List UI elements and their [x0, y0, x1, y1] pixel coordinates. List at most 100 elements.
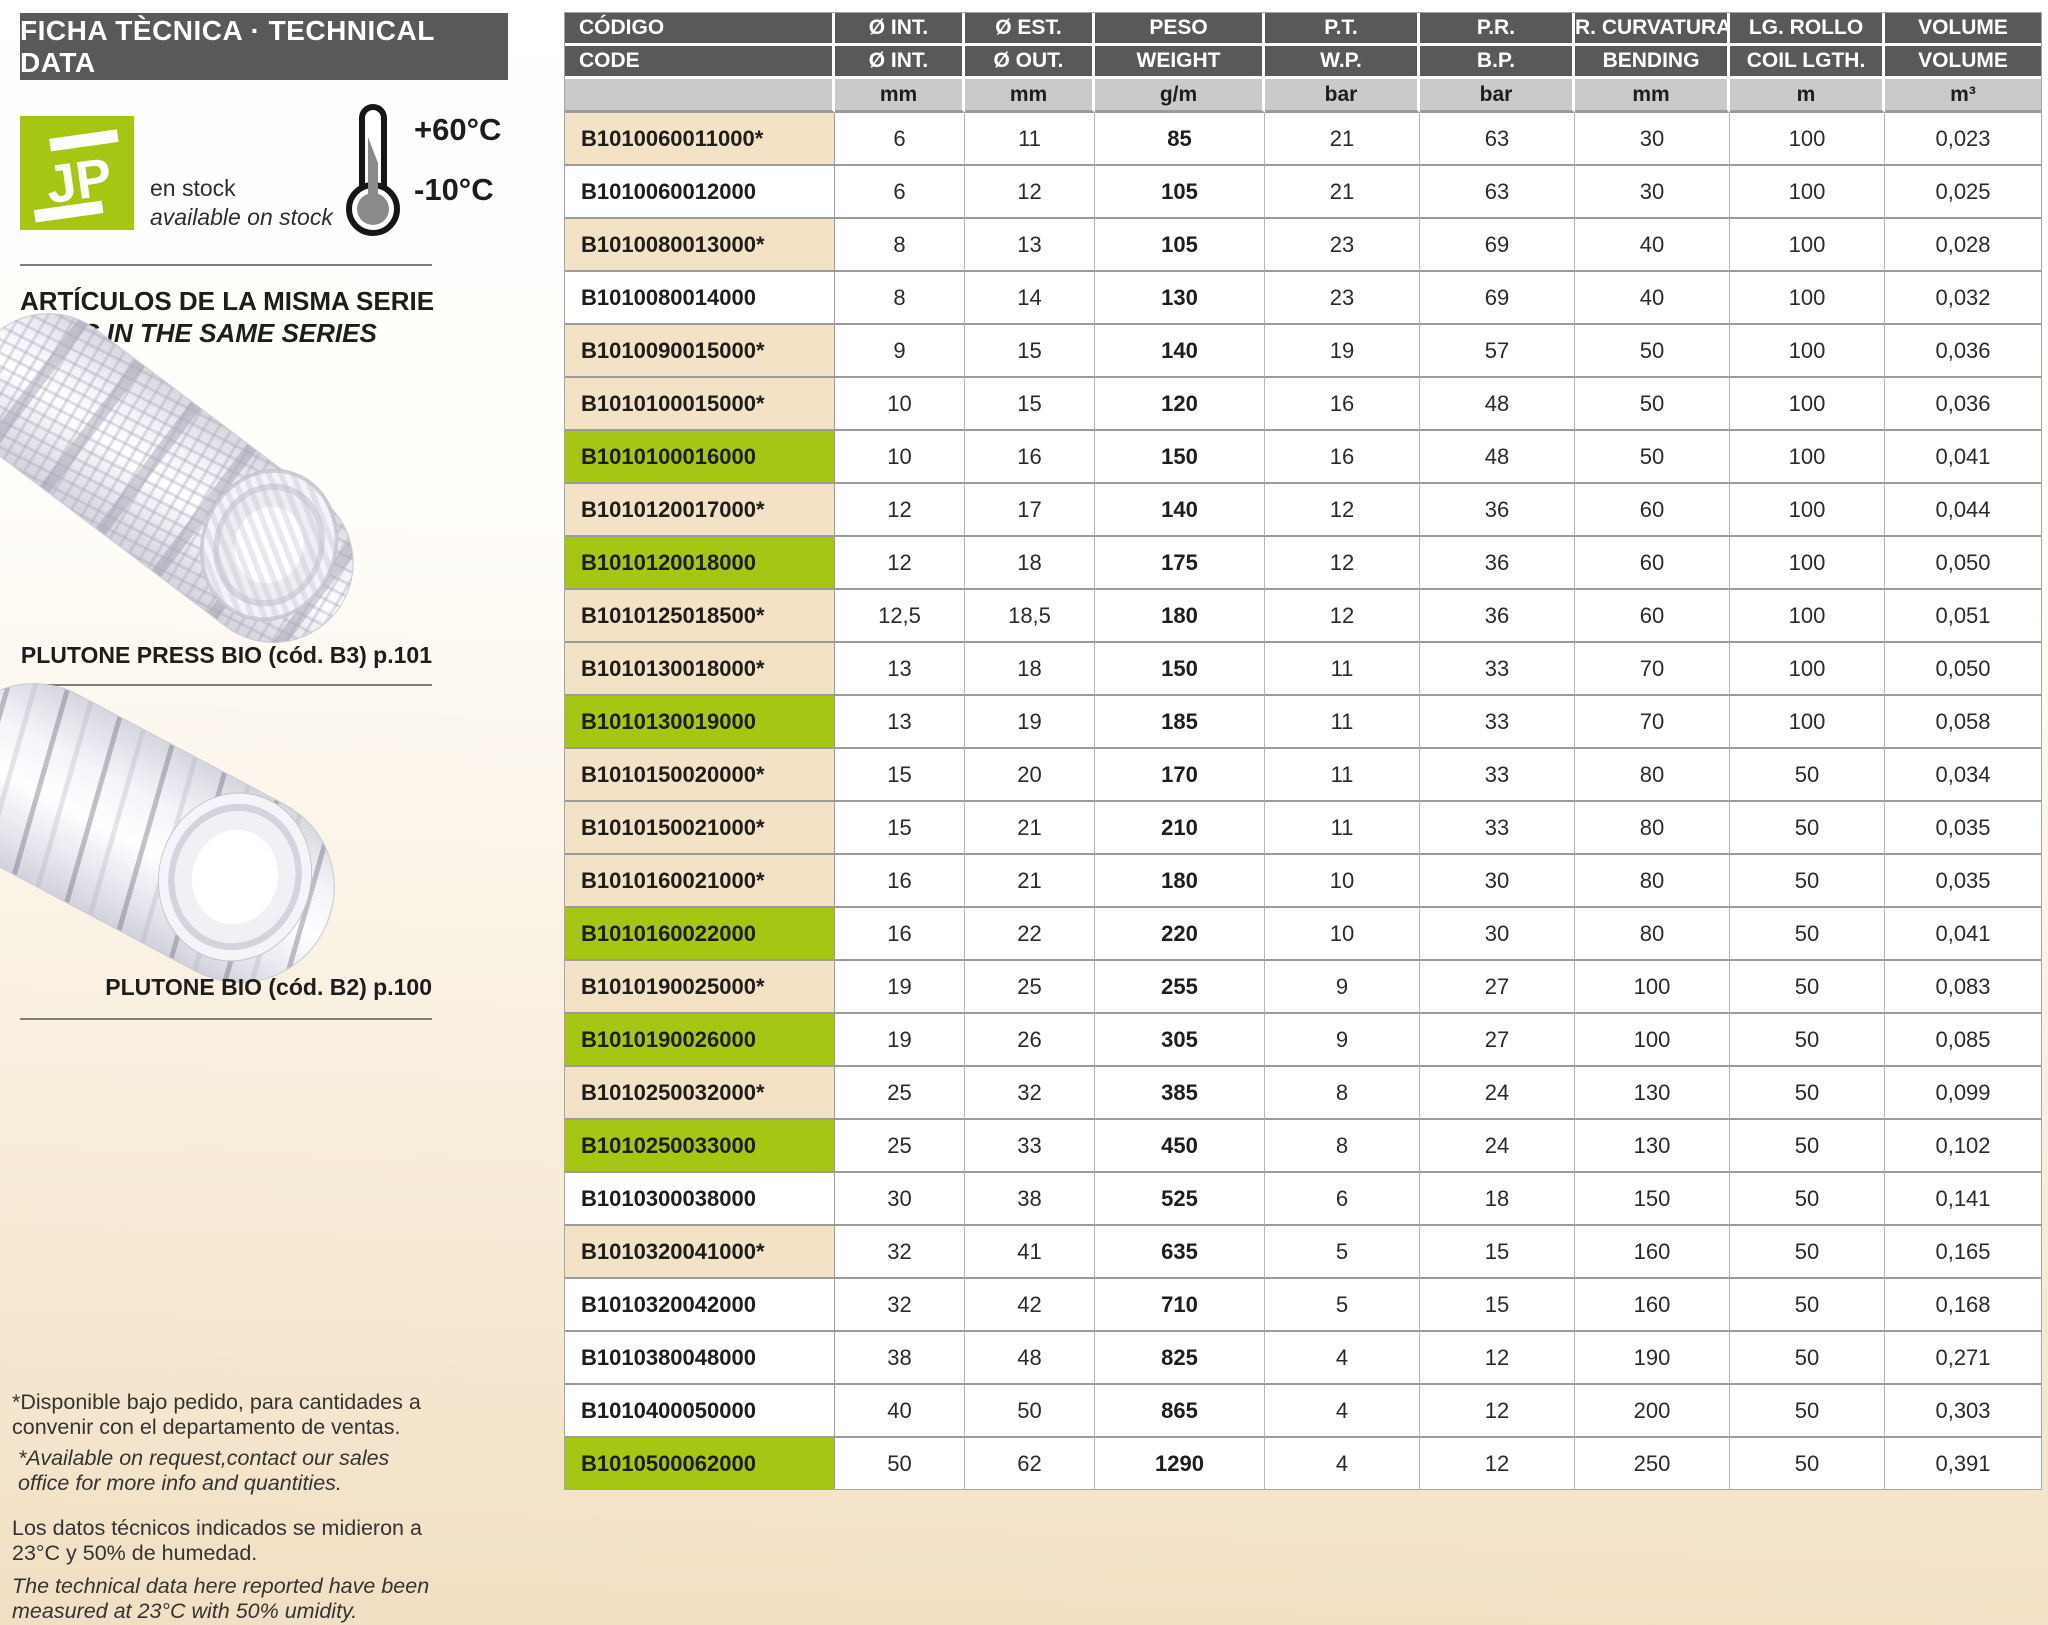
cell-value: 12: [965, 166, 1095, 219]
cell-value: 140: [1095, 484, 1265, 537]
unit-cell-6: mm: [1575, 79, 1730, 113]
cell-value: 50: [835, 1438, 965, 1489]
cell-value: 150: [1575, 1173, 1730, 1226]
cell-value: 0,165: [1885, 1226, 2041, 1279]
table-row: B1010100015000* 10 15 120 16 48 50 100 0,036: [565, 378, 2041, 431]
cell-code: B1010150021000*: [565, 802, 835, 855]
cell-value: 23: [1265, 219, 1420, 272]
table-row: B1010120018000 12 18 175 12 36 60 100 0,050: [565, 537, 2041, 590]
cell-value: 105: [1095, 166, 1265, 219]
cell-value: 100: [1730, 113, 1885, 166]
cell-value: 130: [1575, 1067, 1730, 1120]
cell-value: 13: [965, 219, 1095, 272]
cell-value: 450: [1095, 1120, 1265, 1173]
cell-value: 48: [1420, 378, 1575, 431]
table-row: B1010080014000 8 14 130 23 69 40 100 0,032: [565, 272, 2041, 325]
cell-code: B1010320042000: [565, 1279, 835, 1332]
table-row: B1010250032000* 25 32 385 8 24 130 50 0,099: [565, 1067, 2041, 1120]
table-header-row: mm mm g/m bar bar mm m m³: [565, 79, 2041, 113]
cell-value: 0,050: [1885, 537, 2041, 590]
technical-data-table: CÓDIGO Ø INT. Ø EST. PESO P.T. P.R. R. CURVATU…: [565, 13, 2041, 1489]
cell-value: 130: [1575, 1120, 1730, 1173]
cell-value: 17: [965, 484, 1095, 537]
header-cell-8: VOLUME: [1885, 46, 2041, 79]
cell-value: 12: [1265, 537, 1420, 590]
table-header: CÓDIGO Ø INT. Ø EST. PESO P.T. P.R. R. CURVATU…: [565, 13, 2041, 113]
cell-value: 18: [965, 643, 1095, 696]
cell-value: 50: [1730, 1385, 1885, 1438]
cell-code: B1010500062000: [565, 1438, 835, 1489]
cell-value: 6: [1265, 1173, 1420, 1226]
cell-value: 33: [1420, 802, 1575, 855]
cell-value: 33: [1420, 643, 1575, 696]
cell-code: B1010120018000: [565, 537, 835, 590]
cell-value: 120: [1095, 378, 1265, 431]
table-row: B1010380048000 38 48 825 4 12 190 50 0,271: [565, 1332, 2041, 1385]
cell-value: 33: [965, 1120, 1095, 1173]
cell-value: 40: [1575, 219, 1730, 272]
cell-value: 25: [835, 1120, 965, 1173]
cell-value: 10: [1265, 908, 1420, 961]
table-row: B1010500062000 50 62 1290 4 12 250 50 0,391: [565, 1438, 2041, 1489]
cell-value: 0,102: [1885, 1120, 2041, 1173]
cell-value: 100: [1730, 484, 1885, 537]
cell-value: 0,083: [1885, 961, 2041, 1014]
unit-cell-5: bar: [1420, 79, 1575, 113]
cell-value: 24: [1420, 1067, 1575, 1120]
cell-value: 0,099: [1885, 1067, 2041, 1120]
table-row: B1010100016000 10 16 150 16 48 50 100 0,041: [565, 431, 2041, 484]
cell-code: B1010080013000*: [565, 219, 835, 272]
cell-code: B1010190026000: [565, 1014, 835, 1067]
cell-code: B1010250032000*: [565, 1067, 835, 1120]
header-cell-4: W.P.: [1265, 46, 1420, 79]
cell-value: 0,271: [1885, 1332, 2041, 1385]
cell-value: 0,034: [1885, 749, 2041, 802]
cell-value: 10: [835, 378, 965, 431]
cell-value: 12: [1420, 1438, 1575, 1489]
cell-value: 150: [1095, 643, 1265, 696]
divider: [20, 264, 432, 266]
cell-value: 14: [965, 272, 1095, 325]
cell-value: 11: [1265, 749, 1420, 802]
cell-value: 185: [1095, 696, 1265, 749]
cell-value: 50: [1730, 908, 1885, 961]
cell-value: 50: [1575, 431, 1730, 484]
divider: [20, 684, 432, 686]
cell-value: 210: [1095, 802, 1265, 855]
hose-image-spiral: [0, 650, 368, 1016]
cell-value: 12: [1420, 1332, 1575, 1385]
header-cell-8: VOLUME: [1885, 13, 2041, 46]
cell-value: 36: [1420, 484, 1575, 537]
cell-value: 27: [1420, 961, 1575, 1014]
cell-value: 0,023: [1885, 113, 2041, 166]
cell-value: 41: [965, 1226, 1095, 1279]
table-row: B1010320041000* 32 41 635 5 15 160 50 0,165: [565, 1226, 2041, 1279]
cell-value: 180: [1095, 855, 1265, 908]
cell-code: B1010060011000*: [565, 113, 835, 166]
cell-value: 15: [1420, 1279, 1575, 1332]
cell-value: 0,391: [1885, 1438, 2041, 1489]
cell-value: 0,303: [1885, 1385, 2041, 1438]
cell-value: 25: [965, 961, 1095, 1014]
cell-value: 80: [1575, 908, 1730, 961]
cell-value: 50: [1730, 961, 1885, 1014]
cell-value: 635: [1095, 1226, 1265, 1279]
cell-value: 23: [1265, 272, 1420, 325]
cell-value: 0,044: [1885, 484, 2041, 537]
cell-value: 100: [1730, 166, 1885, 219]
header-cell-5: P.R.: [1420, 13, 1575, 46]
table-row: B1010160022000 16 22 220 10 30 80 50 0,041: [565, 908, 2041, 961]
table-row: B1010190025000* 19 25 255 9 27 100 50 0,083: [565, 961, 2041, 1014]
cell-value: 11: [965, 113, 1095, 166]
cell-value: 50: [1730, 749, 1885, 802]
cell-value: 255: [1095, 961, 1265, 1014]
cell-value: 18,5: [965, 590, 1095, 643]
series-item-caption: PLUTONE BIO (cód. B2) p.100: [105, 974, 432, 1000]
cell-value: 1290: [1095, 1438, 1265, 1489]
table-row: B1010120017000* 12 17 140 12 36 60 100 0,044: [565, 484, 2041, 537]
cell-value: 30: [1420, 908, 1575, 961]
cell-value: 12: [1265, 590, 1420, 643]
cell-value: 80: [1575, 802, 1730, 855]
cell-code: B1010060012000: [565, 166, 835, 219]
cell-value: 150: [1095, 431, 1265, 484]
